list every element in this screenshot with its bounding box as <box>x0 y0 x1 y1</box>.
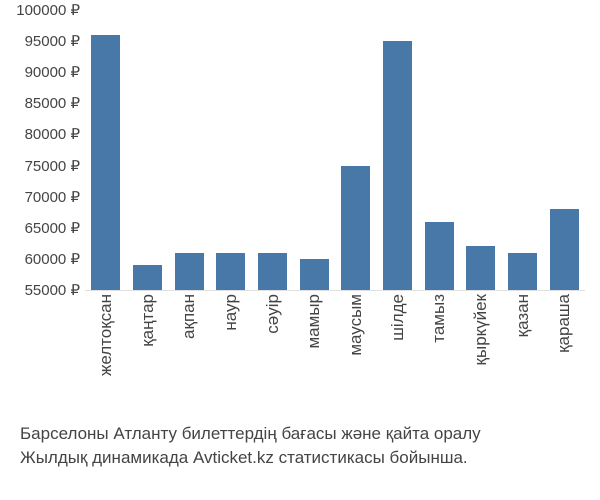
bar-slot <box>377 10 419 290</box>
chart-caption: Барселоны Атланту билеттердің бағасы жән… <box>20 422 580 470</box>
bar <box>341 166 370 290</box>
bar-slot <box>293 10 335 290</box>
x-tick-label: науp <box>221 294 241 331</box>
x-tick-label: мамыр <box>304 294 324 349</box>
bar-slot <box>127 10 169 290</box>
bar <box>300 259 329 290</box>
y-tick-label: 80000 ₽ <box>25 125 80 143</box>
x-label-slot: қараша <box>543 294 585 414</box>
y-tick-label: 55000 ₽ <box>25 281 80 299</box>
chart-plot-area <box>85 10 585 291</box>
y-tick-label: 65000 ₽ <box>25 219 80 237</box>
y-tick-label: 85000 ₽ <box>25 94 80 112</box>
x-tick-label: тамыз <box>429 294 449 343</box>
x-label-slot: науp <box>210 294 252 414</box>
bar-slot <box>418 10 460 290</box>
caption-line-2: Жылдық динамикада Avticket.kz статистика… <box>20 446 580 470</box>
y-tick-label: 60000 ₽ <box>25 250 80 268</box>
x-label-slot: сәуір <box>252 294 294 414</box>
y-tick-label: 75000 ₽ <box>25 157 80 175</box>
x-axis-labels: желтоқсан қаңтар ақпан науp сәуір мамыр маусым… <box>85 294 585 414</box>
bar-slot <box>210 10 252 290</box>
bar <box>466 246 495 290</box>
bar-slot <box>543 10 585 290</box>
bar <box>175 253 204 290</box>
y-tick-label: 95000 ₽ <box>25 32 80 50</box>
bars-container <box>85 10 585 290</box>
x-tick-label: желтоқсан <box>96 294 116 376</box>
x-label-slot: шілде <box>377 294 419 414</box>
chart-wrapper: 55000 ₽ 60000 ₽ 65000 ₽ 70000 ₽ 75000 ₽ 80000… <box>0 0 600 500</box>
x-tick-label: қараша <box>554 294 574 353</box>
bar-slot <box>502 10 544 290</box>
bar <box>550 209 579 290</box>
y-tick-label: 70000 ₽ <box>25 188 80 206</box>
x-label-slot: қаңтар <box>127 294 169 414</box>
x-tick-label: қазан <box>513 294 533 337</box>
x-label-slot: тамыз <box>418 294 460 414</box>
x-tick-label: маусым <box>346 294 366 356</box>
y-tick-label: 100000 ₽ <box>16 1 80 19</box>
x-tick-label: қыркүйек <box>471 294 491 365</box>
x-tick-label: ақпан <box>179 294 199 339</box>
bar-slot <box>335 10 377 290</box>
bar-slot <box>460 10 502 290</box>
bar-slot <box>168 10 210 290</box>
x-label-slot: ақпан <box>168 294 210 414</box>
x-label-slot: маусым <box>335 294 377 414</box>
x-label-slot: мамыр <box>293 294 335 414</box>
x-tick-label: шілде <box>388 294 408 341</box>
bar <box>216 253 245 290</box>
caption-line-1: Барселоны Атланту билеттердің бағасы жән… <box>20 422 580 446</box>
x-label-slot: қазан <box>502 294 544 414</box>
x-label-slot: желтоқсан <box>85 294 127 414</box>
bar <box>258 253 287 290</box>
bar <box>508 253 537 290</box>
bar <box>425 222 454 290</box>
bar-slot <box>252 10 294 290</box>
y-axis-labels: 55000 ₽60000 ₽65000 ₽70000 ₽75000 ₽80000… <box>0 10 80 290</box>
x-tick-label: сәуір <box>263 294 283 334</box>
bar <box>91 35 120 290</box>
x-tick-label: қаңтар <box>138 294 158 347</box>
bar <box>383 41 412 290</box>
y-tick-label: 90000 ₽ <box>25 63 80 81</box>
x-label-slot: қыркүйек <box>460 294 502 414</box>
bar-slot <box>85 10 127 290</box>
bar <box>133 265 162 290</box>
